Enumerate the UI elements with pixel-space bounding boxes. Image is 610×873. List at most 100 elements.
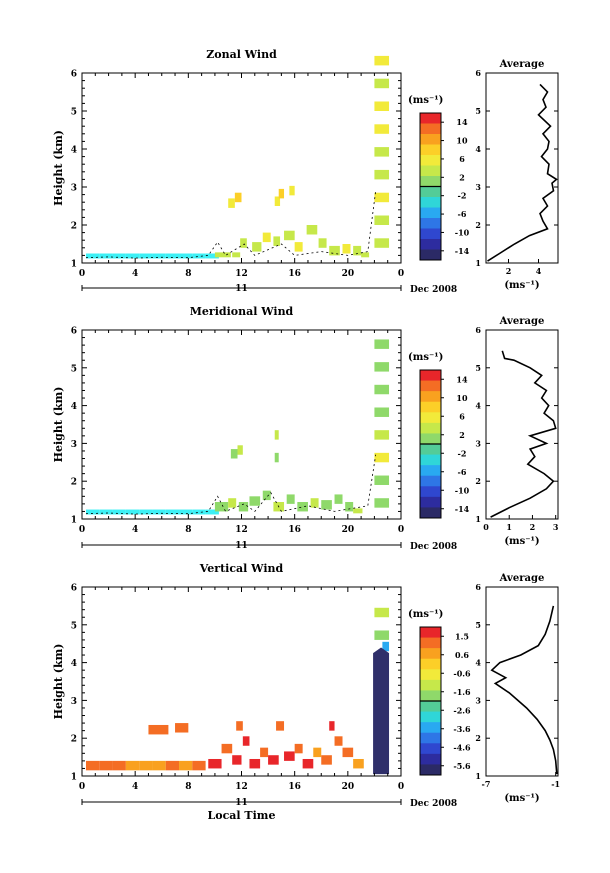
date-day-label: 11: [235, 541, 248, 551]
heatmap-cell: [374, 55, 390, 66]
heatmap-cell: [249, 496, 261, 506]
panel-title: Zonal Wind: [206, 48, 277, 61]
x-axis-label: Local Time: [208, 809, 276, 822]
heatmap-cell: [179, 760, 193, 771]
y-axis-label: Height (km): [52, 130, 65, 206]
average-y-tick-label: 4: [475, 658, 481, 668]
heatmap-cell: [294, 743, 303, 754]
heatmap-cell: [374, 362, 390, 372]
colorbar-tick-label: -2: [458, 448, 467, 458]
heatmap-cell: [374, 339, 390, 349]
colorbar-segment: [420, 637, 441, 649]
colorbar-segment: [420, 239, 441, 250]
average-title: Average: [499, 573, 545, 584]
x-tick-label: 16: [288, 782, 301, 792]
heatmap-cell: [179, 509, 193, 515]
colorbar-tick-label: 14: [456, 117, 468, 127]
colorbar-segment: [420, 658, 441, 670]
colorbar-segment: [420, 627, 441, 639]
average-title: Average: [499, 59, 545, 70]
heatmap-cell: [374, 630, 390, 640]
heatmap-cell: [334, 494, 343, 504]
average-x-tick-label: 1: [506, 522, 512, 532]
colorbar-segment: [420, 722, 441, 734]
colorbar-tick-label: 10: [456, 393, 468, 403]
heatmap-cell: [240, 238, 247, 248]
heatmap-cell: [125, 509, 140, 515]
colorbar-segment: [420, 123, 441, 135]
colorbar-tick-label: -1.6: [453, 687, 471, 697]
average-title: Average: [499, 316, 545, 327]
heatmap-cell: [374, 407, 390, 417]
heatmap-cell: [268, 755, 279, 765]
average-y-tick-label: 6: [475, 325, 481, 335]
x-tick-label: 8: [185, 782, 191, 792]
heatmap-cell: [179, 253, 193, 259]
heatmap-cell: [85, 760, 100, 771]
heatmap-cell: [125, 253, 140, 259]
x-tick-label: 0: [79, 269, 85, 279]
average-profile-line: [487, 83, 558, 262]
heatmap-cell: [345, 501, 354, 512]
colorbar-segment: [420, 465, 441, 477]
colorbar-tick-label: -5.6: [453, 761, 471, 771]
colorbar-segment: [420, 444, 441, 456]
colorbar-segment: [420, 134, 441, 145]
colorbar-segment: [420, 454, 441, 466]
colorbar-tick-label: -6: [458, 209, 467, 219]
average-y-tick-label: 5: [475, 363, 481, 373]
heatmap-cell: [214, 501, 229, 512]
y-tick-label: 5: [71, 364, 77, 374]
colorbar-tick-label: -2.6: [453, 705, 471, 715]
colorbar-segment: [420, 486, 441, 498]
heatmap-cell: [165, 760, 180, 771]
x-tick-label: 8: [185, 525, 191, 535]
heatmap-cell: [284, 230, 295, 241]
heatmap-cell: [329, 721, 335, 731]
colorbar-segment: [420, 113, 441, 124]
colorbar-tick-label: -4.6: [453, 742, 471, 752]
plot-frame: [81, 329, 402, 520]
y-tick-label: 4: [71, 659, 77, 669]
average-y-tick-label: 5: [475, 106, 481, 116]
heatmap-cell: [234, 192, 242, 203]
colorbar-segment: [420, 433, 441, 445]
x-tick-label: 20: [342, 525, 355, 535]
x-tick-label: 4: [132, 782, 138, 792]
x-tick-label: 16: [288, 269, 301, 279]
y-tick-label: 2: [71, 735, 77, 745]
heatmap-cell: [232, 252, 241, 258]
heatmap-cell: [329, 245, 340, 256]
x-tick-label: 0: [398, 782, 404, 792]
average-y-tick-label: 3: [475, 695, 481, 705]
heatmap-cell: [237, 445, 243, 455]
heatmap-cell: [286, 494, 295, 504]
heatmap-cell: [139, 760, 153, 771]
average-y-tick-label: 6: [475, 582, 481, 592]
panel-title: Meridional Wind: [190, 305, 294, 318]
heatmap-cell: [238, 501, 249, 512]
colorbar-tick-label: -2: [458, 191, 467, 201]
heatmap-cell: [353, 758, 364, 769]
x-tick-label: 0: [398, 525, 404, 535]
average-y-tick-label: 5: [475, 620, 481, 630]
heatmap-cell: [139, 253, 153, 259]
heatmap-cell: [214, 252, 231, 258]
heatmap-cell: [260, 747, 269, 758]
heatmap-cell: [342, 747, 354, 758]
heatmap-cell: [85, 253, 100, 259]
heatmap-cell: [321, 755, 332, 765]
heatmap-cell: [262, 232, 271, 243]
heatmap-cell: [228, 198, 235, 208]
y-tick-label: 4: [71, 402, 77, 412]
heatmap-cell: [205, 253, 219, 259]
heatmap-cell: [374, 192, 390, 203]
heatmap-cell: [192, 253, 206, 259]
y-tick-label: 2: [71, 478, 77, 488]
heatmap-cell: [236, 721, 243, 731]
heatmap-cell: [374, 452, 390, 463]
x-tick-label: 0: [398, 269, 404, 279]
average-y-tick-label: 4: [475, 144, 481, 154]
y-tick-label: 3: [71, 184, 77, 194]
heatmap-cell: [112, 509, 126, 515]
